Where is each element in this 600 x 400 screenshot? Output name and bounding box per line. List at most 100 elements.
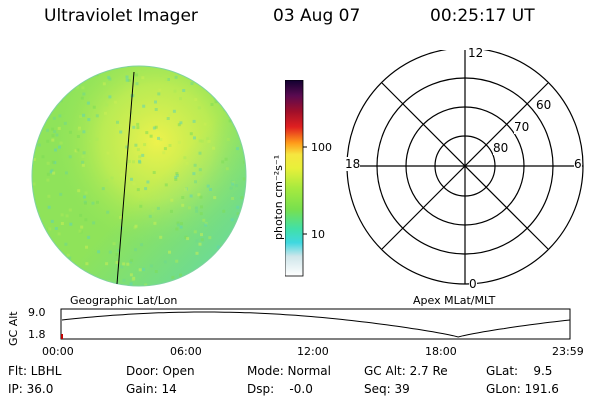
noise-speck <box>53 266 57 270</box>
noise-speck <box>119 216 123 219</box>
noise-speck <box>197 73 201 77</box>
noise-speck <box>130 258 134 262</box>
time-label: 00:25:17 UT <box>430 6 535 26</box>
noise-speck <box>196 272 200 276</box>
noise-speck <box>154 125 158 129</box>
noise-speck <box>122 278 126 282</box>
noise-speck <box>64 171 68 175</box>
noise-speck <box>51 138 55 142</box>
polar-plot <box>346 50 584 285</box>
noise-speck <box>55 133 59 137</box>
noise-speck <box>83 195 86 199</box>
noise-speck <box>194 98 198 102</box>
noise-speck <box>104 284 108 286</box>
noise-speck <box>81 160 85 164</box>
noise-speck <box>50 94 54 98</box>
noise-speck <box>240 128 244 132</box>
noise-speck <box>48 227 52 231</box>
noise-speck <box>204 288 207 290</box>
noise-speck <box>56 96 60 100</box>
noise-speck <box>32 158 36 161</box>
noise-speck <box>139 204 143 208</box>
noise-speck <box>225 167 229 171</box>
noise-speck <box>200 238 204 242</box>
noise-speck <box>115 253 119 257</box>
noise-speck <box>175 174 179 177</box>
noise-speck <box>196 66 200 67</box>
noise-speck <box>152 171 156 174</box>
noise-speck <box>154 100 157 104</box>
noise-speck <box>76 135 80 138</box>
noise-speck <box>221 160 225 164</box>
noise-speck <box>249 161 252 164</box>
noise-speck <box>137 111 141 115</box>
info-flt: Flt: LBHL <box>8 364 62 378</box>
noise-speck <box>127 78 131 82</box>
noise-speck <box>32 100 34 104</box>
noise-speck <box>141 76 145 80</box>
noise-speck <box>233 103 236 106</box>
noise-speck <box>198 168 202 172</box>
noise-speck <box>193 136 196 140</box>
noise-speck <box>145 131 149 135</box>
noise-speck <box>47 205 51 209</box>
noise-speck <box>82 130 86 134</box>
noise-speck <box>174 178 178 181</box>
noise-speck <box>210 103 214 106</box>
noise-speck <box>43 83 47 87</box>
noise-speck <box>84 218 88 222</box>
noise-speck <box>131 94 135 98</box>
noise-speck <box>144 283 148 286</box>
noise-speck <box>105 262 109 266</box>
noise-speck <box>45 106 49 110</box>
noise-speck <box>77 127 81 131</box>
noise-speck <box>67 71 71 75</box>
info-ip: IP: 36.0 <box>8 382 54 396</box>
noise-speck <box>80 96 84 100</box>
noise-speck <box>164 77 168 81</box>
noise-speck <box>167 78 170 81</box>
noise-speck <box>136 148 140 152</box>
noise-speck <box>203 122 207 126</box>
noise-speck <box>106 151 110 155</box>
noise-speck <box>217 245 220 249</box>
noise-speck <box>27 105 30 108</box>
noise-speck <box>63 121 67 125</box>
noise-speck <box>248 119 251 122</box>
noise-speck <box>60 213 64 217</box>
noise-speck <box>233 280 237 284</box>
noise-speck <box>175 172 179 175</box>
noise-speck <box>181 203 185 207</box>
noise-speck <box>87 235 91 239</box>
noise-speck <box>181 196 185 199</box>
noise-speck <box>27 155 30 158</box>
orbit-xtick-0600: 06:00 <box>170 345 202 358</box>
noise-speck <box>59 141 63 145</box>
noise-speck <box>54 148 57 152</box>
noise-speck <box>159 235 163 239</box>
noise-speck <box>142 267 145 271</box>
noise-speck <box>75 85 79 89</box>
noise-speck <box>46 178 50 182</box>
noise-speck <box>198 151 202 155</box>
colorbar-tick-10: 10 <box>311 228 325 241</box>
noise-speck <box>211 287 214 290</box>
noise-speck <box>152 126 156 130</box>
noise-speck <box>28 155 31 158</box>
noise-speck <box>197 106 201 110</box>
noise-speck <box>244 94 246 98</box>
noise-speck <box>207 139 211 143</box>
noise-speck <box>32 237 33 241</box>
noise-speck <box>199 195 203 199</box>
noise-speck <box>206 137 210 141</box>
noise-speck <box>105 103 109 107</box>
noise-speck <box>249 231 252 234</box>
noise-speck <box>125 78 129 82</box>
noise-speck <box>80 225 84 229</box>
noise-speck <box>108 95 112 99</box>
info-glon: GLon: 191.6 <box>486 382 559 396</box>
noise-speck <box>233 80 237 84</box>
noise-speck <box>92 105 96 109</box>
noise-speck <box>118 124 122 127</box>
info-gcalt: GC Alt: 2.7 Re <box>364 364 448 378</box>
